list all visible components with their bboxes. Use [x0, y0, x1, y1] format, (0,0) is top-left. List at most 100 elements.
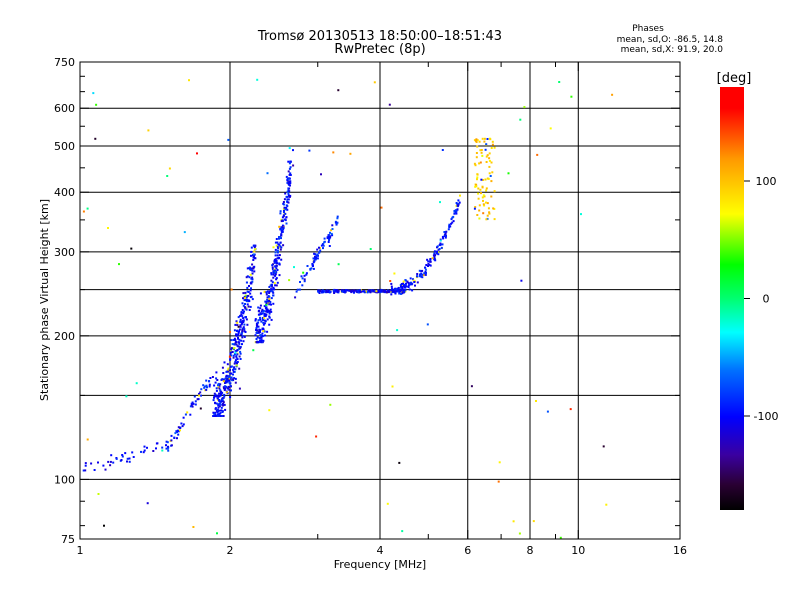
data-point [214, 381, 217, 384]
data-point [219, 383, 222, 386]
data-point [487, 207, 490, 210]
data-point [222, 403, 224, 405]
data-point [194, 400, 197, 403]
data-point [250, 287, 252, 290]
data-point [366, 290, 369, 293]
data-point [216, 411, 219, 413]
data-point [268, 292, 271, 294]
data-point [421, 269, 424, 272]
data-point [278, 225, 281, 228]
data-point [452, 220, 455, 223]
data-point [276, 254, 279, 257]
data-point [421, 276, 424, 279]
data-point [242, 312, 245, 315]
data-point [276, 246, 279, 249]
data-point [363, 291, 366, 294]
data-point [223, 387, 225, 390]
data-point [332, 151, 335, 154]
data-point [234, 350, 237, 353]
data-point [439, 242, 442, 245]
data-point [488, 157, 491, 160]
data-point [233, 377, 236, 380]
data-point [404, 284, 407, 287]
data-point [535, 400, 537, 402]
data-point [473, 207, 476, 210]
data-point [161, 446, 164, 449]
data-point [223, 385, 226, 388]
data-point [485, 143, 488, 146]
data-point [179, 427, 182, 429]
data-point [234, 359, 237, 362]
data-point [292, 164, 295, 167]
data-point [293, 266, 295, 269]
data-point [109, 460, 112, 463]
data-point [424, 266, 427, 269]
data-point [319, 290, 322, 292]
data-point [475, 152, 478, 154]
data-point [344, 289, 347, 292]
data-point [107, 460, 110, 463]
data-point [242, 292, 245, 295]
data-point [507, 172, 510, 175]
data-point [258, 313, 261, 316]
data-point [242, 304, 245, 307]
data-point [286, 195, 289, 198]
data-point [215, 395, 218, 398]
data-point [218, 403, 221, 405]
data-point [251, 298, 254, 301]
data-point [263, 305, 266, 308]
data-point [260, 341, 263, 344]
data-point [229, 369, 231, 371]
data-point [235, 356, 238, 359]
data-point [282, 228, 285, 231]
data-point [223, 393, 226, 396]
data-point [518, 532, 521, 535]
data-point [229, 384, 232, 387]
data-point [237, 348, 240, 351]
data-point [368, 289, 371, 292]
legend-heading: Phases [632, 24, 664, 34]
data-point [486, 214, 489, 217]
data-point [281, 230, 284, 232]
data-point [309, 268, 312, 270]
data-point [237, 345, 240, 348]
data-point [242, 319, 245, 322]
data-point [230, 339, 233, 342]
data-point [400, 292, 402, 295]
data-point [247, 291, 250, 293]
data-point [112, 461, 115, 464]
data-point [110, 454, 113, 457]
data-point [275, 284, 278, 287]
data-point [402, 280, 405, 283]
data-point [250, 254, 252, 257]
data-point [243, 310, 245, 313]
data-point [479, 188, 482, 191]
data-point [259, 313, 262, 316]
data-point [315, 254, 318, 257]
data-point [229, 352, 232, 355]
data-point [214, 411, 217, 414]
data-point [261, 332, 264, 335]
data-point [192, 402, 195, 405]
data-point [272, 273, 275, 276]
data-point [481, 186, 484, 189]
data-point [252, 255, 255, 258]
data-point [277, 247, 280, 250]
data-point [221, 411, 224, 413]
data-point [232, 367, 235, 370]
data-point [427, 260, 430, 263]
data-point [238, 367, 241, 370]
data-point [490, 195, 493, 198]
data-point [237, 333, 240, 336]
data-point [212, 399, 215, 402]
data-point [475, 156, 478, 159]
data-point [476, 173, 479, 176]
data-point [256, 331, 258, 334]
data-point [222, 401, 225, 404]
data-point [218, 392, 221, 395]
data-point [250, 267, 253, 270]
data-point [237, 332, 240, 334]
data-point [209, 377, 212, 379]
data-point [213, 396, 215, 399]
data-point [483, 195, 486, 198]
